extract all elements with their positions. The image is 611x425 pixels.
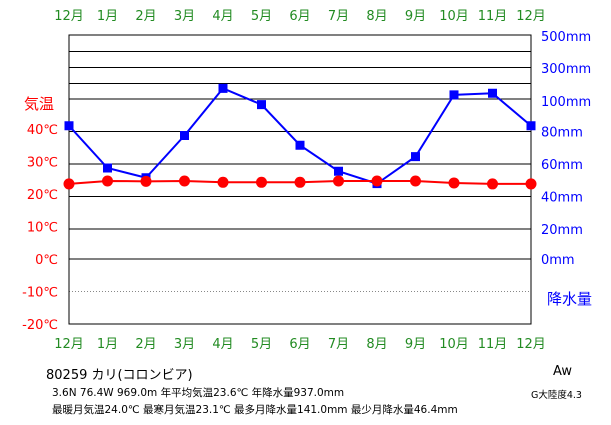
- month-label-bottom: 5月: [251, 337, 272, 352]
- precipitation-tick-label: 40mm: [541, 191, 583, 206]
- month-label-bottom: 1月: [97, 337, 118, 352]
- month-label-top: 4月: [212, 9, 233, 24]
- month-label-bottom: 11月: [478, 337, 508, 352]
- temperature-point: [371, 175, 383, 187]
- month-label-top: 5月: [251, 9, 272, 24]
- temperature-axis-title: 気温: [24, 95, 54, 113]
- bottom-month-labels: 12月 1月 2月 3月 4月 5月 6月 7月 8月 9月 10月 11月 12月: [54, 337, 546, 352]
- month-label-top: 7月: [328, 9, 349, 24]
- top-month-labels: 12月 1月 2月 3月 4月 5月 6月 7月 8月 9月 10月 11月 12月: [54, 9, 546, 24]
- temperature-tick-label: -20℃: [22, 318, 58, 333]
- precipitation-tick-labels: 500mm 300mm 100mm 80mm 60mm 40mm 20mm 0mm: [541, 30, 591, 268]
- precipitation-tick-label: 0mm: [541, 253, 575, 268]
- precipitation-point: [295, 140, 305, 150]
- precipitation-tick-label: 100mm: [541, 95, 591, 110]
- precipitation-point: [488, 88, 497, 98]
- temperature-point: [294, 176, 306, 188]
- temperature-tick-labels: 40℃ 30℃ 20℃ 10℃ 0℃ -10℃ -20℃: [22, 123, 58, 333]
- precipitation-tick-label: 20mm: [541, 223, 583, 238]
- month-label-bottom: 12月: [54, 337, 84, 352]
- month-label-top: 9月: [405, 9, 426, 24]
- precipitation-point: [526, 121, 536, 131]
- month-label-top: 11月: [478, 9, 508, 24]
- month-label-top: 6月: [289, 9, 310, 24]
- precipitation-point: [64, 121, 74, 131]
- temperature-tick-label: 10℃: [27, 221, 58, 236]
- temperature-point: [256, 176, 267, 188]
- month-label-bottom: 9月: [405, 337, 426, 352]
- temperature-point: [217, 176, 229, 188]
- month-label-bottom: 7月: [328, 337, 349, 352]
- precipitation-point: [411, 152, 420, 162]
- precipitation-line: [68, 87, 532, 185]
- month-label-top: 12月: [516, 9, 546, 24]
- temperature-point: [140, 175, 152, 187]
- month-label-top: 12月: [54, 9, 84, 24]
- temperature-point: [63, 178, 75, 190]
- precipitation-tick-label: 60mm: [541, 158, 583, 173]
- temperature-point: [102, 175, 113, 187]
- temperature-tick-label: 0℃: [35, 253, 58, 268]
- koppen-class: Aw: [553, 364, 572, 379]
- station-stats-line-1: 3.6N 76.4W 969.0m 年平均気温23.6℃ 年降水量937.0mm: [52, 387, 345, 399]
- precipitation-tick-label: 300mm: [541, 62, 591, 77]
- continentality-index: G大陸度4.3: [531, 390, 582, 401]
- precipitation-tick-label: 80mm: [541, 126, 583, 141]
- precipitation-point: [218, 83, 228, 93]
- precipitation-axis-title: 降水量: [547, 290, 592, 308]
- precipitation-point: [103, 163, 112, 173]
- temperature-point: [410, 175, 421, 187]
- temperature-point: [448, 177, 460, 189]
- temperature-point: [487, 178, 498, 190]
- month-label-bottom: 8月: [366, 337, 387, 352]
- precipitation-tick-label: 500mm: [541, 30, 591, 45]
- precipitation-point: [257, 100, 266, 110]
- month-label-top: 8月: [366, 9, 387, 24]
- precipitation-point: [180, 131, 189, 140]
- temperature-point: [333, 175, 344, 187]
- temperature-point: [525, 178, 537, 190]
- month-label-bottom: 3月: [174, 337, 195, 352]
- precipitation-point: [334, 166, 343, 176]
- month-label-bottom: 2月: [135, 337, 156, 352]
- temperature-tick-label: 30℃: [27, 156, 58, 171]
- month-label-top: 10月: [439, 9, 469, 24]
- month-label-bottom: 6月: [289, 337, 310, 352]
- month-label-bottom: 4月: [212, 337, 233, 352]
- month-label-bottom: 12月: [516, 337, 546, 352]
- month-label-top: 2月: [135, 9, 156, 24]
- temperature-point: [179, 175, 190, 187]
- month-label-bottom: 10月: [439, 337, 469, 352]
- grid-lines: [69, 51, 531, 292]
- station-title: 80259 カリ(コロンビア): [46, 368, 193, 383]
- precipitation-point: [449, 90, 459, 100]
- series-layer: [63, 83, 537, 190]
- month-label-top: 1月: [97, 9, 118, 24]
- temperature-tick-label: -10℃: [22, 286, 58, 301]
- station-stats-line-2: 最暖月気温24.0℃ 最寒月気温23.1℃ 最多月降水量141.0mm 最少月降…: [52, 404, 458, 416]
- temperature-tick-label: 40℃: [27, 123, 58, 138]
- temperature-tick-label: 20℃: [27, 188, 58, 203]
- month-label-top: 3月: [174, 9, 195, 24]
